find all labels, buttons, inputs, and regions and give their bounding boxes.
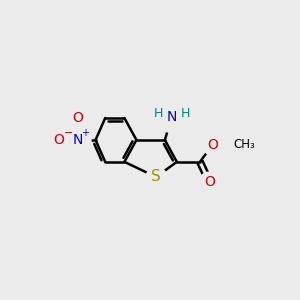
Text: O: O	[207, 138, 218, 152]
Text: H: H	[181, 107, 190, 120]
Text: CH₃: CH₃	[233, 138, 255, 151]
Text: O: O	[54, 133, 64, 147]
Text: O: O	[73, 111, 83, 125]
Text: H: H	[154, 107, 163, 120]
Text: +: +	[81, 128, 89, 139]
Text: N: N	[167, 110, 177, 124]
Text: S: S	[151, 169, 161, 184]
Text: −: −	[64, 128, 74, 139]
Text: O: O	[204, 175, 214, 188]
Text: N: N	[73, 133, 83, 147]
